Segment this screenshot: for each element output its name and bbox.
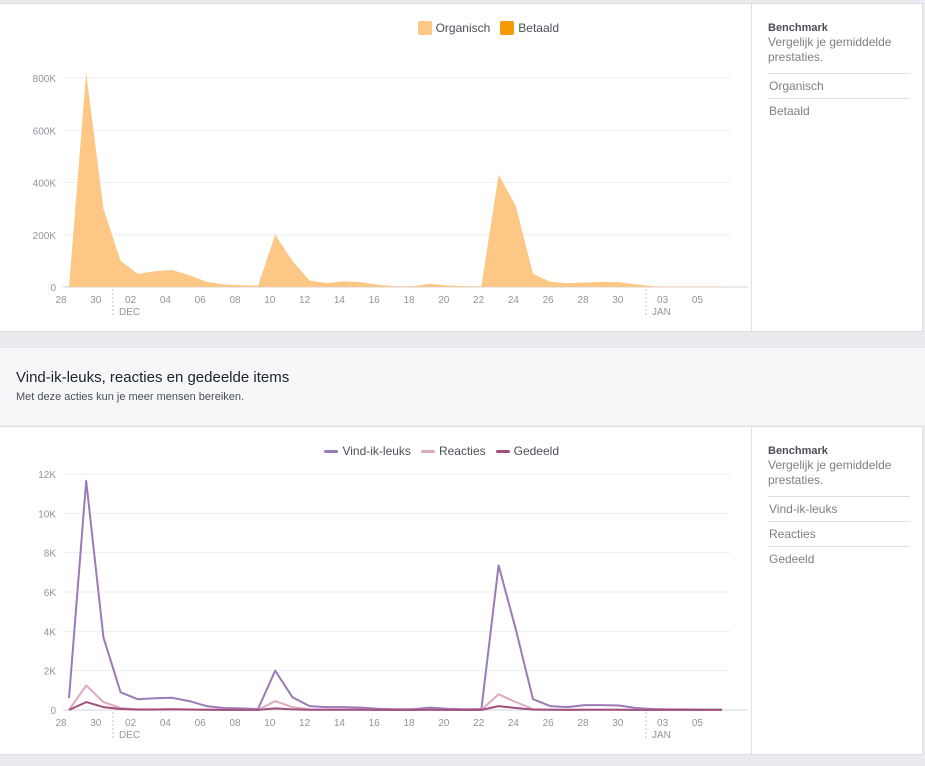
x-tick-label: 24 [508, 718, 520, 729]
line-series-vind-ik-leuks [68, 479, 722, 711]
y-tick-label: 600K [33, 126, 57, 137]
x-tick-label: 22 [473, 718, 485, 729]
engagement-section-header: Vind-ik-leuks, reacties en gedeelde item… [0, 347, 925, 425]
x-tick-label: 28 [577, 718, 589, 729]
engagement-panel: 0 2K 4K 6K 8K 10K 12K 28 30 02 04 06 08 10 12 14 16 18 20 2… [0, 426, 923, 755]
legend-label-gedeeld: Gedeeld [513, 444, 559, 458]
y-tick-label: 2K [44, 667, 57, 678]
section-title: Vind-ik-leuks, reacties en gedeelde item… [16, 369, 290, 386]
x-tick-label: 20 [438, 718, 450, 729]
x-tick-label: 08 [229, 295, 241, 306]
x-tick-label: 30 [612, 718, 624, 729]
benchmark-item-vind-ik-leuks[interactable]: Vind-ik-leuks [768, 496, 910, 521]
legend-item-betaald[interactable]: Betaald [500, 21, 559, 35]
y-tick-label: 8K [44, 549, 57, 560]
month-label: DEC [119, 307, 140, 318]
line-series-gedeeld [68, 701, 722, 711]
x-tick-label: 28 [55, 295, 67, 306]
legend-item-gedeeld[interactable]: Gedeeld [495, 444, 559, 458]
legend-label-organisch: Organisch [435, 21, 491, 35]
x-tick-label: 26 [543, 718, 555, 729]
x-tick-label: 10 [264, 295, 276, 306]
month-label: JAN [652, 730, 671, 741]
legend-swatch-betaald [500, 21, 515, 35]
benchmark-description: Vergelijk je gemiddelde prestaties. [768, 35, 892, 64]
x-tick-label: 22 [473, 295, 485, 306]
y-tick-label: 10K [38, 509, 56, 520]
y-tick-label: 200K [33, 231, 57, 242]
legend-label-reacties: Reacties [438, 444, 486, 458]
x-tick-label: 16 [369, 295, 381, 306]
x-tick-label: 28 [577, 295, 589, 306]
x-tick-label: 30 [612, 295, 624, 306]
section-subtitle: Met deze acties kun je meer mensen berei… [16, 391, 245, 403]
benchmark-item-organisch[interactable]: Organisch [768, 73, 910, 98]
legend-swatch-gedeeld [495, 449, 510, 453]
x-tick-label: 03 [657, 718, 669, 729]
legend-label-betaald: Betaald [518, 21, 559, 35]
x-tick-label: 18 [403, 718, 415, 729]
x-tick-label: 04 [160, 295, 172, 306]
y-tick-label: 800K [33, 74, 57, 85]
engagement-chart-area: 0 2K 4K 6K 8K 10K 12K 28 30 02 04 06 08 10 12 14 16 18 20 2… [0, 427, 751, 754]
x-tick-label: 12 [299, 718, 311, 729]
panel-divider [751, 427, 752, 754]
x-tick-label: 02 [125, 295, 137, 306]
benchmark-title: Benchmark [768, 445, 828, 457]
x-tick-label: 03 [657, 295, 669, 306]
x-tick-label: 18 [403, 295, 415, 306]
x-tick-label: 05 [692, 295, 704, 306]
x-tick-label: 10 [264, 718, 276, 729]
reach-panel: 0 200K 400K 600K 800K 28 30 02 04 06 08 10 12 14 16 18 2… [0, 3, 923, 332]
x-tick-label: 06 [195, 295, 207, 306]
x-tick-label: 30 [90, 718, 102, 729]
x-tick-label: 14 [334, 295, 346, 306]
x-tick-label: 12 [299, 295, 311, 306]
y-tick-label: 6K [44, 588, 57, 599]
y-tick-label: 0 [50, 283, 56, 294]
legend-label-vind-ik-leuks: Vind-ik-leuks [342, 444, 411, 458]
area-series-organisch [69, 72, 722, 287]
month-label: DEC [119, 730, 140, 741]
x-tick-label: 26 [543, 295, 555, 306]
y-tick-label: 400K [33, 179, 57, 190]
reach-legend: Organisch Betaald [417, 21, 559, 35]
x-tick-label: 08 [229, 718, 241, 729]
benchmark-description: Vergelijk je gemiddelde prestaties. [768, 458, 892, 487]
y-tick-label: 0 [50, 706, 56, 717]
reach-area-chart[interactable]: 0 200K 400K 600K 800K 28 30 02 04 06 08 10 12 14 16 18 2… [0, 4, 751, 333]
legend-item-vind-ik-leuks[interactable]: Vind-ik-leuks [324, 444, 411, 458]
reach-chart-area: 0 200K 400K 600K 800K 28 30 02 04 06 08 10 12 14 16 18 2… [0, 4, 751, 331]
legend-swatch-vind-ik-leuks [324, 449, 339, 453]
x-tick-label: 28 [55, 718, 67, 729]
x-tick-label: 05 [692, 718, 704, 729]
engagement-line-chart[interactable]: 0 2K 4K 6K 8K 10K 12K 28 30 02 04 06 08 10 12 14 16 18 20 2… [0, 427, 751, 756]
x-tick-label: 06 [195, 718, 207, 729]
x-tick-label: 30 [90, 295, 102, 306]
engagement-benchmark: Benchmark Vergelijk je gemiddelde presta… [768, 444, 910, 571]
benchmark-item-gedeeld[interactable]: Gedeeld [768, 546, 910, 571]
y-tick-label: 12K [38, 470, 56, 481]
reach-benchmark: Benchmark Vergelijk je gemiddelde presta… [768, 21, 910, 123]
engagement-legend: Vind-ik-leuks Reacties Gedeeld [324, 444, 559, 458]
legend-swatch-organisch [417, 21, 432, 35]
x-tick-label: 20 [438, 295, 450, 306]
benchmark-item-betaald[interactable]: Betaald [768, 98, 910, 123]
x-tick-label: 24 [508, 295, 520, 306]
legend-item-organisch[interactable]: Organisch [417, 21, 491, 35]
legend-item-reacties[interactable]: Reacties [420, 444, 486, 458]
month-label: JAN [652, 307, 671, 318]
benchmark-item-reacties[interactable]: Reacties [768, 521, 910, 546]
benchmark-title: Benchmark [768, 22, 828, 34]
x-tick-label: 16 [369, 718, 381, 729]
x-tick-label: 14 [334, 718, 346, 729]
legend-swatch-reacties [420, 449, 435, 453]
y-tick-label: 4K [44, 627, 57, 638]
panel-divider [751, 4, 752, 331]
x-tick-label: 04 [160, 718, 172, 729]
x-tick-label: 02 [125, 718, 137, 729]
